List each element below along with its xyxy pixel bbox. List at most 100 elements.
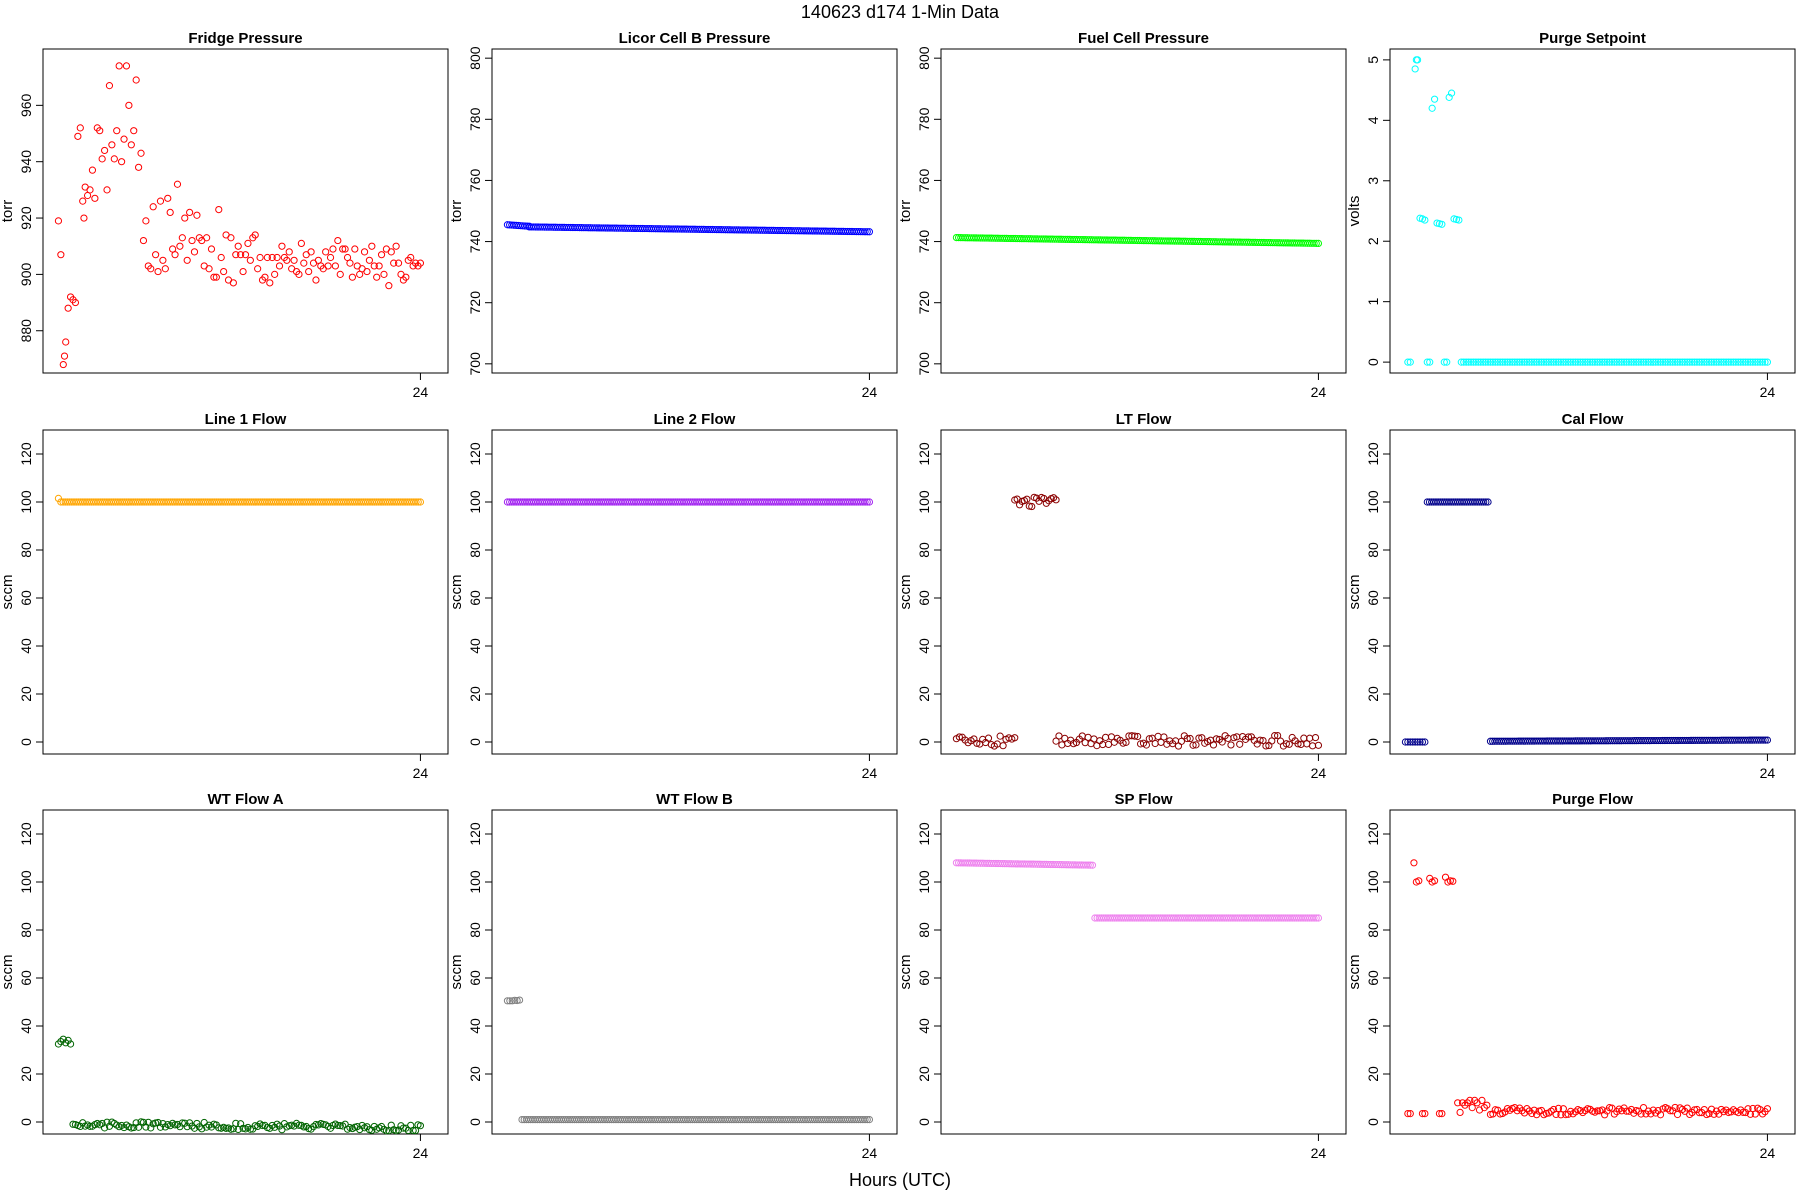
- data-point: [164, 194, 172, 202]
- data-point: [1591, 358, 1599, 366]
- data-point: [1652, 358, 1660, 366]
- data-point: [365, 256, 374, 264]
- data-point: [1142, 741, 1151, 749]
- x-tick-label: 24: [862, 384, 878, 400]
- data-point: [1698, 358, 1706, 366]
- data-point: [1722, 1106, 1730, 1114]
- data-point: [1576, 358, 1584, 366]
- y-tick-label: 40: [467, 638, 483, 654]
- y-tick-label: 5: [1365, 56, 1381, 64]
- plot-frame: [1389, 809, 1796, 1135]
- data-point: [1227, 741, 1235, 749]
- data-point: [1688, 358, 1696, 366]
- data-point: [1501, 358, 1509, 366]
- data-point: [1683, 358, 1691, 366]
- data-point: [1483, 1101, 1491, 1109]
- data-point: [237, 251, 245, 259]
- y-tick-label: 740: [467, 230, 483, 254]
- data-point: [1707, 358, 1716, 366]
- data-point: [86, 186, 94, 194]
- data-point: [1413, 56, 1422, 64]
- data-point: [503, 997, 512, 1005]
- panel-title: WT Flow A: [207, 791, 283, 808]
- data-point: [127, 141, 135, 149]
- data-point: [166, 1122, 174, 1130]
- data-point: [152, 251, 160, 259]
- y-tick-label: 0: [1365, 738, 1381, 746]
- data-point: [1443, 358, 1451, 366]
- y-tick-label: 960: [18, 93, 34, 117]
- data-point: [229, 279, 237, 287]
- data-point: [1737, 358, 1745, 366]
- data-point: [1554, 358, 1563, 366]
- y-tick-label: 760: [916, 169, 932, 193]
- data-point: [1552, 1110, 1560, 1119]
- data-point: [71, 298, 80, 307]
- data-point: [409, 1126, 417, 1135]
- data-point: [205, 265, 213, 273]
- data-point: [1761, 358, 1769, 366]
- data-point: [220, 267, 228, 276]
- y-axis-label: torr: [897, 200, 914, 223]
- plot-frame: [940, 809, 1347, 1135]
- data-point: [1052, 496, 1060, 504]
- data-point: [1690, 358, 1699, 366]
- data-point: [368, 242, 376, 250]
- data-point: [1090, 735, 1098, 743]
- data-point: [326, 253, 335, 262]
- data-point: [100, 146, 109, 155]
- data-point: [1411, 65, 1419, 73]
- data-point: [1457, 358, 1465, 366]
- data-point: [416, 259, 425, 267]
- data-point: [74, 132, 82, 140]
- data-point: [1310, 239, 1318, 247]
- data-point: [1749, 358, 1757, 366]
- y-tick-label: 60: [1365, 970, 1381, 986]
- data-point: [1499, 358, 1507, 366]
- data-point: [1751, 1110, 1759, 1118]
- data-point: [1198, 734, 1206, 742]
- data-point: [1262, 742, 1270, 750]
- data-point: [1547, 358, 1555, 366]
- panel-title: Purge Setpoint: [1539, 30, 1646, 47]
- y-tick-label: 0: [1365, 1118, 1381, 1126]
- data-point: [261, 273, 269, 281]
- data-point: [1635, 358, 1643, 366]
- data-point: [1418, 738, 1427, 746]
- data-point: [266, 279, 274, 287]
- data-point: [1460, 358, 1468, 366]
- data-point: [64, 1036, 72, 1045]
- data-point: [1746, 358, 1755, 366]
- data-point: [173, 1120, 182, 1129]
- data-point: [1647, 1110, 1655, 1118]
- data-point: [1494, 358, 1502, 366]
- data-point: [416, 498, 425, 506]
- data-point: [1468, 1104, 1476, 1112]
- y-tick-label: 0: [18, 738, 34, 746]
- data-point: [156, 1123, 165, 1131]
- data-point: [402, 273, 410, 281]
- plot-frame: [1389, 429, 1796, 755]
- data-point: [1406, 1110, 1414, 1118]
- data-point: [88, 166, 97, 174]
- data-point: [865, 228, 874, 236]
- data-point: [1659, 358, 1667, 366]
- data-point: [1496, 358, 1504, 366]
- data-point: [113, 127, 121, 135]
- data-point: [1712, 358, 1721, 366]
- data-point: [1571, 1108, 1580, 1116]
- data-point: [69, 1120, 77, 1128]
- data-point: [387, 248, 395, 256]
- y-tick-label: 120: [916, 442, 932, 466]
- data-point: [407, 253, 415, 262]
- panel-0: Fridge Pressure 880 900 920 940 960 torr 24: [0, 30, 449, 400]
- data-point: [363, 267, 371, 276]
- data-point: [1189, 741, 1197, 749]
- data-point: [1486, 358, 1495, 366]
- data-point: [1671, 358, 1679, 366]
- data-point: [1244, 733, 1253, 741]
- data-point: [1567, 1107, 1575, 1115]
- data-point: [1467, 358, 1475, 366]
- data-point: [1562, 1111, 1570, 1119]
- y-tick-label: 100: [916, 870, 932, 894]
